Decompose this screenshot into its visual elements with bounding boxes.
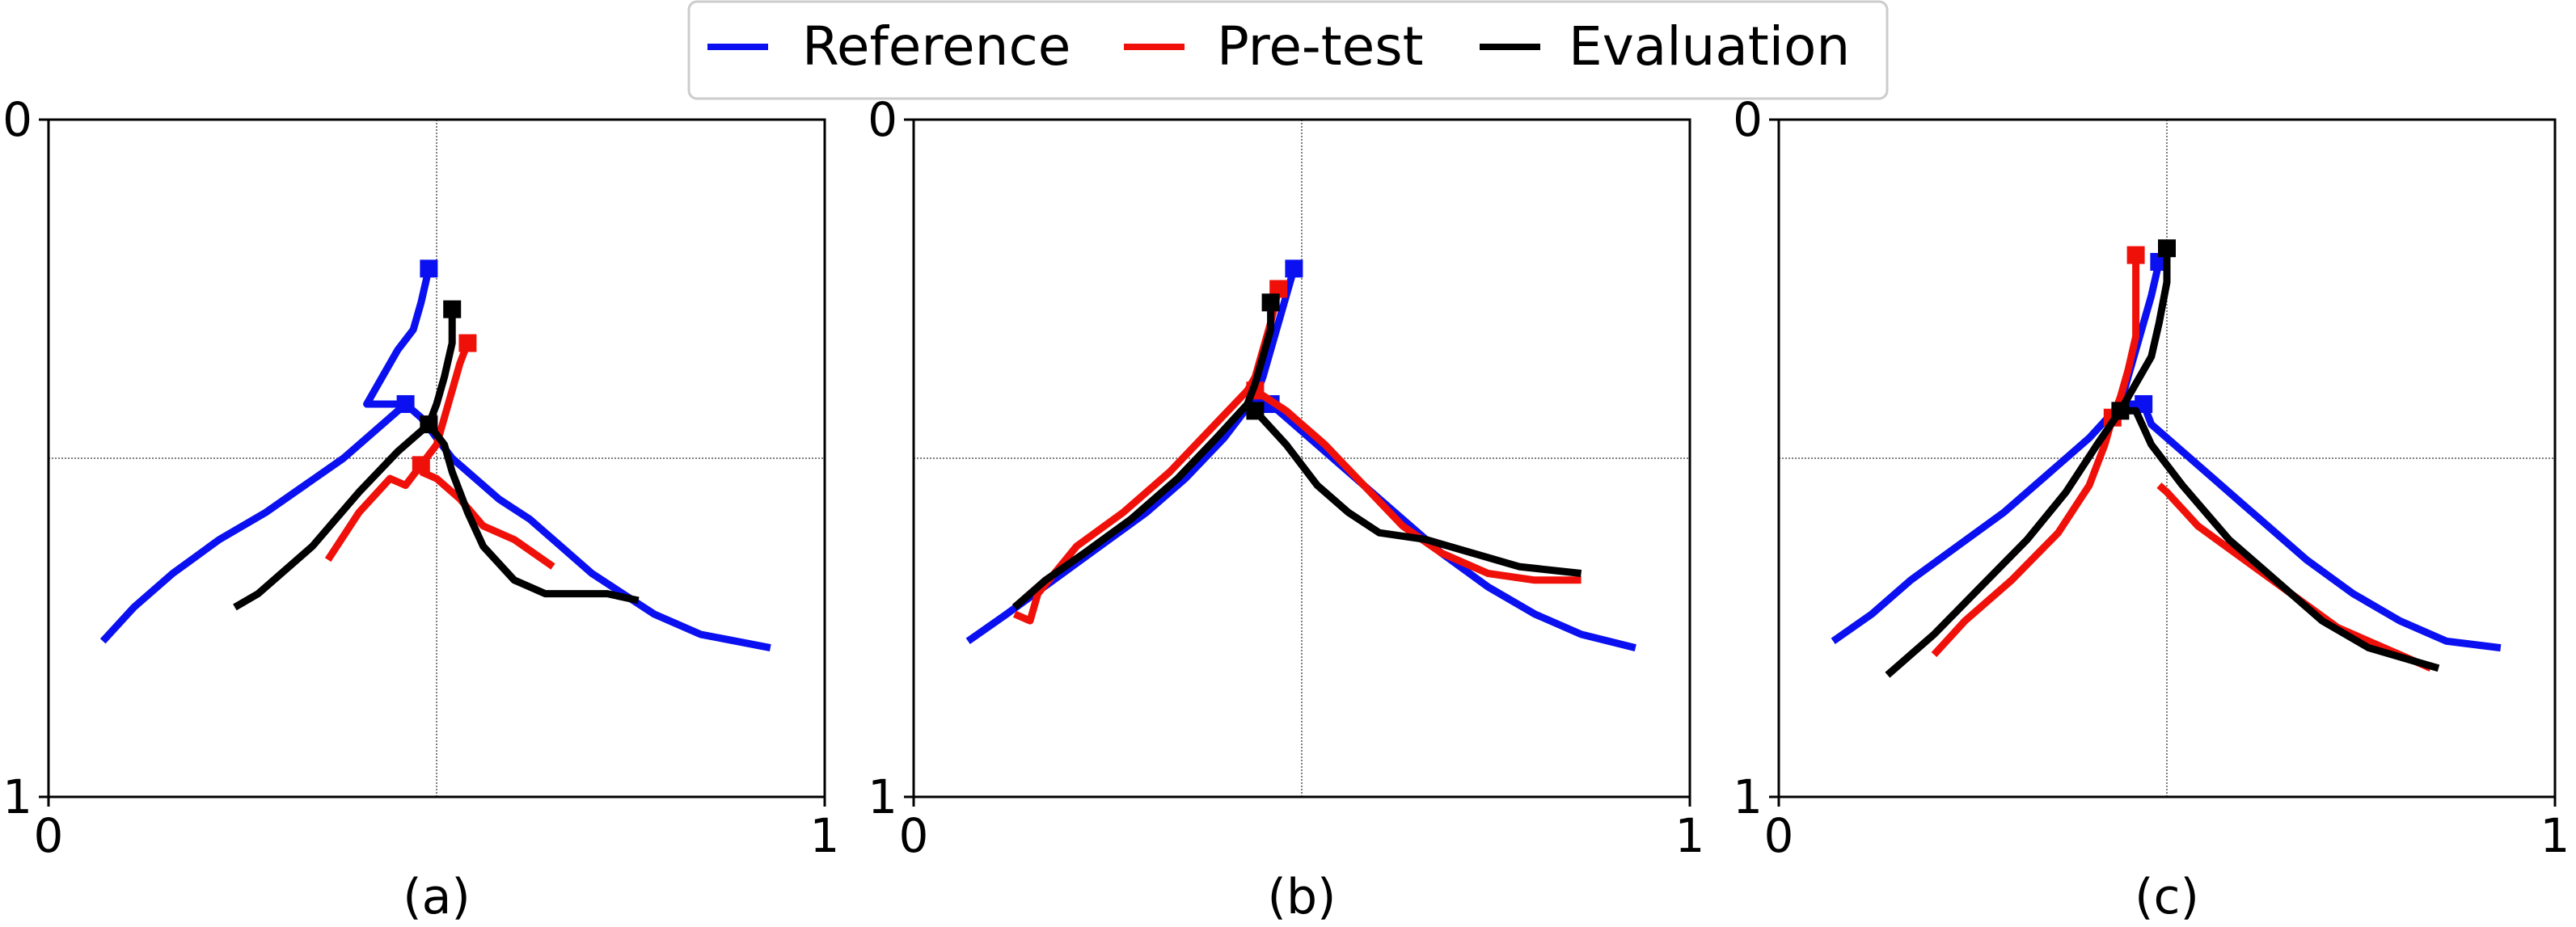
series-line-evaluation: [1244, 302, 1582, 577]
series-line-reference: [1831, 401, 2123, 644]
series-marker-evaluation: [443, 300, 462, 318]
x-tick-label: 1: [1675, 808, 1705, 863]
x-tick-label: 0: [1764, 808, 1794, 863]
series-marker-reference: [1285, 259, 1303, 278]
series-line-reference: [99, 401, 408, 644]
axes-frame: [47, 118, 826, 798]
series-marker-evaluation: [1246, 402, 1265, 420]
series-line-reference: [1251, 268, 1636, 651]
panels: 0 101(a)0 101(b)0 101(c): [2, 92, 2570, 925]
panel-b: 0 101(b): [868, 92, 1704, 925]
series-line-reference: [2116, 260, 2502, 652]
x-tick-label: 0: [899, 808, 929, 863]
panel-caption: (b): [1268, 869, 1337, 925]
series-line-pre-test: [1931, 255, 2140, 658]
panel-c: 0 101(c): [1733, 92, 2570, 925]
series-marker-pre-test: [458, 334, 477, 352]
x-tick-label: 1: [2540, 808, 2570, 863]
series-line-evaluation: [2116, 248, 2440, 672]
series-line-evaluation: [424, 309, 640, 605]
x-tick-label: 0: [34, 808, 64, 863]
y-tick-label: 1: [868, 769, 897, 824]
series-line-evaluation: [233, 421, 432, 611]
series-marker-reference: [2135, 394, 2153, 413]
y-tick-label: 1: [2, 769, 32, 824]
legend-label-reference: Reference: [802, 15, 1071, 78]
panel-a: 0 101(a): [2, 92, 839, 925]
legend: Reference Pre-test Evaluation: [687, 0, 1889, 100]
series-marker-pre-test: [1269, 280, 1288, 298]
series-line-pre-test: [1012, 388, 1251, 625]
axes-frame: [1777, 118, 2557, 798]
series-line-pre-test: [324, 341, 471, 563]
legend-label-evaluation: Evaluation: [1569, 15, 1850, 78]
series-line-evaluation: [1885, 408, 2124, 678]
y-tick-label: 0: [1733, 92, 1763, 147]
y-tick-label: 0: [868, 92, 897, 147]
panel-caption: (a): [403, 869, 471, 925]
series-line-pre-test: [2156, 482, 2433, 672]
series-marker-pre-test: [412, 456, 430, 474]
series-marker-reference: [420, 259, 438, 278]
series-marker-pre-test: [2126, 246, 2145, 264]
series-marker-evaluation: [1261, 293, 1280, 312]
series-marker-evaluation: [2158, 239, 2176, 258]
axes-frame: [912, 118, 1691, 798]
panel-caption: (c): [2135, 869, 2199, 925]
legend-frame: [687, 0, 1889, 100]
x-tick-label: 1: [810, 808, 840, 863]
series-line-reference: [965, 394, 1258, 644]
y-tick-label: 0: [2, 92, 32, 147]
series-line-evaluation: [1011, 401, 1251, 610]
y-tick-label: 1: [1733, 769, 1763, 824]
legend-label-pre-test: Pre-test: [1217, 15, 1424, 78]
